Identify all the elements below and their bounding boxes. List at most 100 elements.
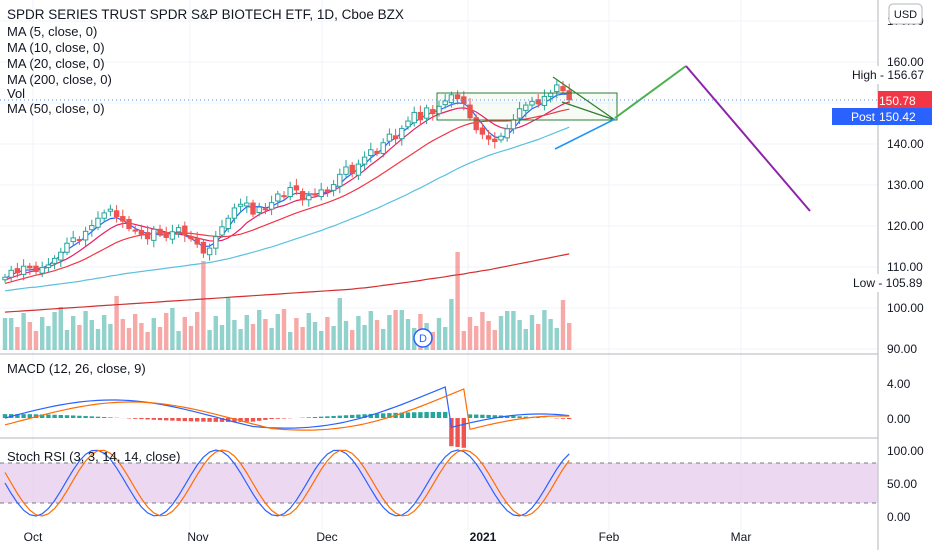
candle (485, 130, 492, 146)
candle-body (380, 142, 386, 154)
macd-histogram-bar (21, 414, 26, 418)
stoch-rsi-label: Stoch RSI (3, 3, 14, 14, close) (7, 449, 180, 464)
volume-bar (505, 311, 510, 350)
volume-bar (213, 316, 218, 350)
candle (244, 196, 250, 213)
volume-bar (238, 329, 243, 350)
volume-bar (250, 324, 256, 350)
candle (101, 209, 107, 223)
volume-bar (77, 325, 82, 350)
macd-histogram-bar (505, 415, 510, 418)
volume-bar (467, 317, 473, 350)
macd-histogram-bar (319, 416, 324, 418)
stoch-d-line (4, 449, 570, 517)
candle-body (485, 135, 492, 140)
candle (566, 83, 572, 104)
candle-body (399, 127, 405, 140)
candle (213, 230, 219, 256)
macd-histogram-bar (232, 418, 237, 422)
low-badge: Low - 105.89 (840, 274, 932, 292)
candle-body (355, 163, 362, 176)
projection-up-line[interactable] (614, 65, 687, 119)
candle (262, 203, 269, 215)
last-price-badge: 150.78 (878, 91, 932, 109)
time-axis[interactable]: Oct Nov Dec 2021 Feb Mar (24, 530, 752, 544)
candle-body (361, 156, 368, 165)
candle-body (101, 212, 107, 219)
candle-body (70, 237, 76, 243)
volume-bar (461, 331, 466, 350)
candle-body (20, 265, 27, 275)
indicator-ma50-label: MA (50, close, 0) (7, 101, 105, 116)
macd-histogram-bar (356, 414, 361, 418)
price-tick-label: 100.00 (887, 301, 924, 315)
currency-button[interactable]: USD (888, 3, 923, 25)
candle-body (169, 231, 176, 240)
chart-title: SPDR SERIES TRUST SPDR S&P BIOTECH ETF, … (7, 7, 404, 22)
candle (523, 101, 529, 118)
candle-body (392, 135, 399, 140)
candle (45, 257, 52, 273)
triangle-drawing[interactable] (552, 76, 616, 121)
candle-body (120, 216, 126, 222)
candle (448, 91, 455, 108)
volume-bar (337, 298, 342, 350)
projection-down-line[interactable] (685, 65, 811, 212)
candle-body (312, 193, 318, 196)
candle-body (51, 257, 58, 264)
candle (182, 221, 188, 242)
macd-histogram-bar (281, 418, 287, 419)
candle-body (151, 228, 157, 241)
volume-bar (151, 318, 156, 350)
dividend-marker[interactable]: D (413, 328, 433, 348)
price-axis[interactable]: 170.00160.00150.00140.00130.00120.00110.… (887, 14, 924, 524)
volume-bar (474, 326, 479, 350)
candle-body (541, 95, 548, 106)
candle-body (219, 226, 225, 236)
price-tick-label: 140.00 (887, 137, 924, 151)
candle-body (175, 227, 182, 233)
volume-bar (387, 315, 392, 350)
candle (529, 96, 535, 108)
volume-bar (368, 311, 373, 350)
candle (386, 128, 393, 147)
rectangle-drawing[interactable] (436, 92, 618, 121)
macd-histogram-bar (405, 412, 411, 418)
indicator-vol-label: Vol (7, 86, 25, 101)
candle (188, 230, 194, 242)
volume-bar (58, 307, 63, 350)
drawing-objects[interactable] (436, 65, 811, 212)
macd-histogram-bar (492, 415, 497, 418)
macd-histogram-bar (480, 414, 485, 418)
macd-label: MACD (12, 26, close, 9) (7, 361, 146, 376)
candle-body (157, 228, 163, 235)
volume-bar (157, 327, 163, 350)
candle-body (510, 119, 517, 130)
candle (58, 247, 64, 267)
volume-bar (399, 310, 404, 350)
last-price-value: 150.78 (879, 94, 916, 108)
candle (2, 273, 8, 283)
candle-body (82, 230, 89, 241)
macd-histogram-bar (201, 418, 206, 422)
projection-blue-line[interactable] (554, 118, 616, 150)
macd-histogram-bar (207, 418, 212, 422)
macd-histogram-bar (27, 414, 32, 418)
candle-body (194, 238, 200, 245)
candle-body (368, 149, 374, 156)
macd-histogram-bar (257, 418, 262, 421)
candle-body (33, 265, 39, 273)
volume-bar (529, 315, 535, 350)
time-tick-label: Oct (24, 530, 43, 544)
volume-bar (102, 315, 107, 350)
macd-histogram-bar (263, 418, 268, 420)
volume-bar (517, 320, 522, 350)
macd-line (4, 386, 570, 429)
candle-body (188, 236, 194, 240)
volume-bar (126, 328, 132, 350)
volume-bar (83, 311, 88, 350)
macd-histogram-bar (133, 418, 138, 419)
candle (33, 261, 39, 275)
volume-bar (300, 327, 305, 350)
